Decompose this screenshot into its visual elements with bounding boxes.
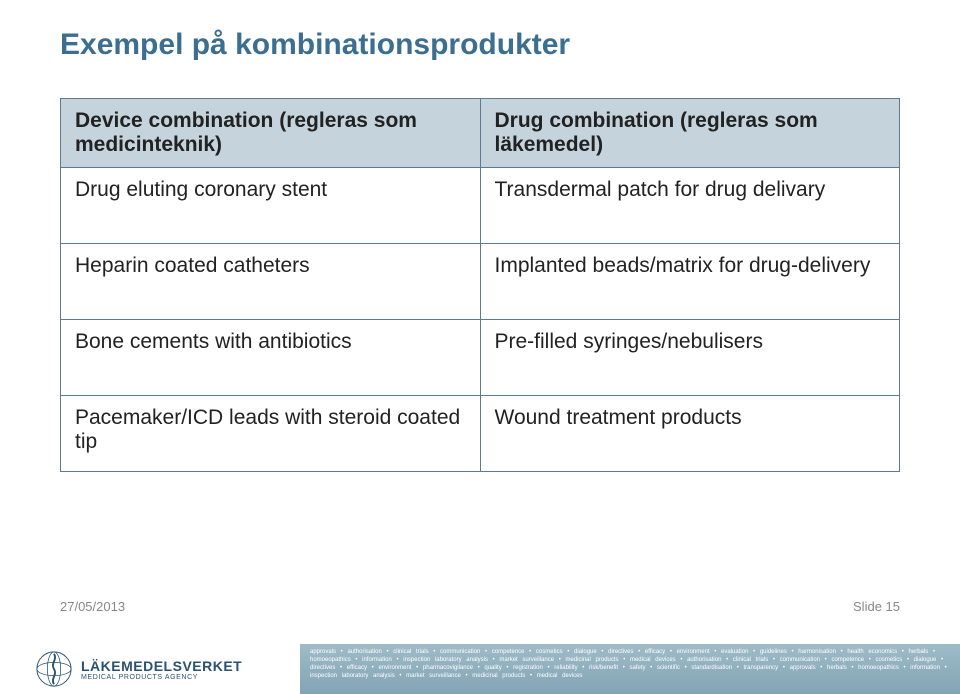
col-header-device: Device combination (regleras som medicin… bbox=[61, 99, 481, 168]
combination-table: Device combination (regleras som medicin… bbox=[60, 98, 900, 472]
date-label: 27/05/2013 bbox=[60, 599, 125, 614]
cell: Implanted beads/matrix for drug-delivery bbox=[480, 244, 900, 320]
cell: Pacemaker/ICD leads with steroid coated … bbox=[61, 396, 481, 472]
cell: Wound treatment products bbox=[480, 396, 900, 472]
logo-name: LÄKEMEDELSVERKET bbox=[81, 658, 242, 674]
table-row: Pacemaker/ICD leads with steroid coated … bbox=[61, 396, 900, 472]
footer-wordcloud: approvals • authorisation • clinical tri… bbox=[300, 644, 960, 694]
table-row: Drug eluting coronary stent Transdermal … bbox=[61, 168, 900, 244]
table-row: Heparin coated catheters Implanted beads… bbox=[61, 244, 900, 320]
page-title: Exempel på kombinationsprodukter bbox=[60, 28, 900, 62]
cell: Heparin coated catheters bbox=[61, 244, 481, 320]
cell: Pre-filled syringes/nebulisers bbox=[480, 320, 900, 396]
logo-subtitle: MEDICAL PRODUCTS AGENCY bbox=[81, 674, 242, 681]
cell: Transdermal patch for drug delivary bbox=[480, 168, 900, 244]
agency-logo: LÄKEMEDELSVERKET MEDICAL PRODUCTS AGENCY bbox=[0, 644, 300, 694]
snake-globe-icon bbox=[35, 650, 73, 688]
cell: Bone cements with antibiotics bbox=[61, 320, 481, 396]
table-row: Bone cements with antibiotics Pre-filled… bbox=[61, 320, 900, 396]
col-header-drug: Drug combination (regleras som läkemedel… bbox=[480, 99, 900, 168]
cell: Drug eluting coronary stent bbox=[61, 168, 481, 244]
slide-number: Slide 15 bbox=[853, 599, 900, 614]
footer-band: LÄKEMEDELSVERKET MEDICAL PRODUCTS AGENCY… bbox=[0, 644, 960, 694]
